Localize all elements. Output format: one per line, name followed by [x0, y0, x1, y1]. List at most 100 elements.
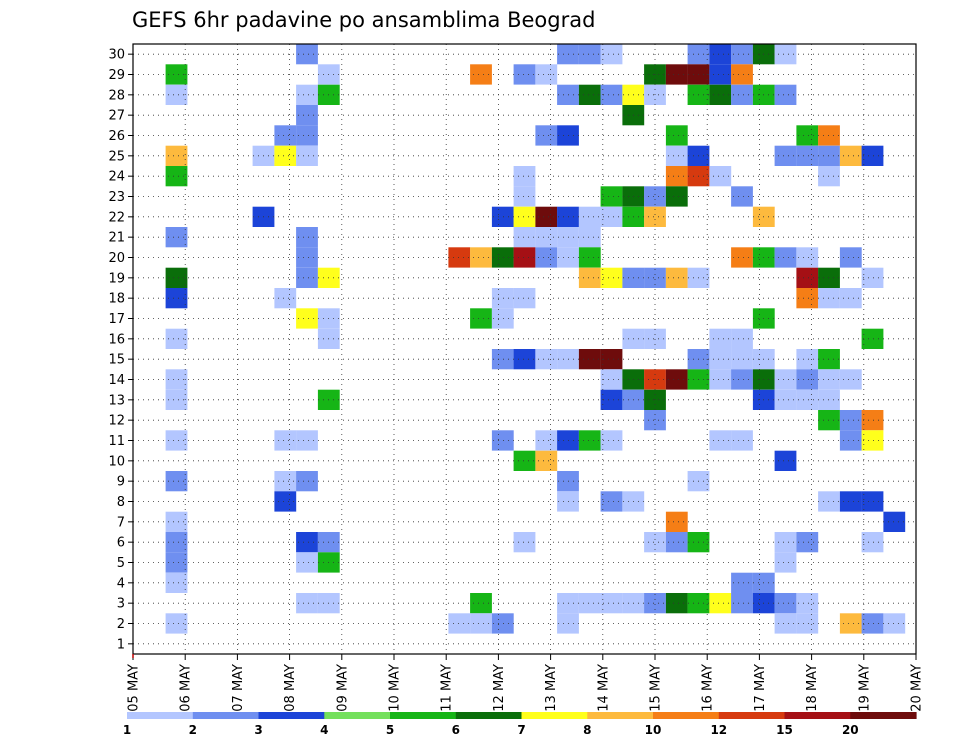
- data-cell: [861, 491, 884, 512]
- data-cell: [774, 369, 797, 390]
- x-axis: 05 MAY 06 MAY 07 MAY 08 MAY 09 MAY 10 MAY 11 M…: [127, 654, 925, 712]
- data-cell: [165, 288, 188, 309]
- data-cell: [470, 247, 492, 268]
- data-cell: [709, 84, 732, 105]
- x-tick-label: 09 MAY: [335, 664, 350, 712]
- data-cell: [774, 44, 797, 65]
- data-cell: [578, 267, 601, 288]
- data-cell: [665, 125, 688, 146]
- data-cell: [513, 206, 536, 227]
- data-cell: [491, 288, 514, 309]
- data-cell: [665, 593, 688, 614]
- data-cell: [644, 186, 666, 207]
- x-tick-label: 13 MAY: [544, 664, 559, 712]
- y-tick-label: 18: [108, 292, 125, 307]
- x-tick-label: 14 MAY: [596, 664, 611, 712]
- data-cell: [296, 227, 318, 248]
- chart-title: GEFS 6hr padavine po ansamblima Beograd: [132, 8, 595, 32]
- x-tick-label: 20 MAY: [910, 664, 925, 712]
- data-cell: [796, 349, 819, 370]
- x-tick-label: 08 MAY: [283, 664, 298, 712]
- data-cell: [491, 247, 514, 268]
- x-tick-label: 19 MAY: [857, 664, 872, 712]
- data-cell: [296, 247, 318, 268]
- data-cell: [644, 267, 666, 288]
- y-tick-label: 21: [108, 231, 125, 246]
- data-cell: [774, 593, 797, 614]
- colorbar-segment: [653, 712, 720, 719]
- data-cell: [578, 247, 601, 268]
- data-cell: [796, 267, 819, 288]
- x-tick-label: 07 MAY: [231, 664, 246, 712]
- y-tick-label: 6: [117, 536, 125, 551]
- data-cell: [774, 613, 797, 634]
- data-cell: [600, 44, 623, 65]
- x-tick-label: 15 MAY: [649, 664, 664, 712]
- data-cell: [513, 186, 536, 207]
- data-cell: [535, 450, 558, 471]
- y-tick-label: 29: [108, 68, 125, 83]
- data-cell: [731, 328, 753, 349]
- data-cell: [709, 369, 732, 390]
- y-tick-label: 28: [108, 88, 125, 103]
- colorbar-segment: [587, 712, 654, 719]
- data-cell: [165, 267, 188, 288]
- data-cell: [665, 267, 688, 288]
- colorbar-tick-label: 3: [254, 723, 262, 737]
- y-tick-label: 3: [117, 597, 125, 612]
- y-tick-label: 10: [108, 454, 125, 469]
- y-tick-label: 15: [108, 353, 125, 368]
- data-cell: [796, 613, 819, 634]
- data-cell: [796, 145, 819, 166]
- x-tick-label: 06 MAY: [179, 664, 194, 712]
- data-cell: [274, 471, 297, 492]
- colorbar-segment: [127, 712, 194, 719]
- data-cell: [578, 227, 601, 248]
- data-cell: [709, 44, 732, 65]
- y-tick-label: 5: [117, 556, 125, 571]
- data-cell: [709, 593, 732, 614]
- colorbar-tick-label: 2: [189, 723, 197, 737]
- data-cell: [665, 145, 688, 166]
- data-cell: [731, 64, 753, 85]
- colorbar-segment: [521, 712, 588, 719]
- data-cell: [774, 450, 797, 471]
- y-tick-label: 30: [108, 48, 125, 63]
- data-cell: [165, 613, 188, 634]
- data-cells: [165, 44, 906, 634]
- data-cell: [296, 532, 318, 553]
- data-cell: [535, 227, 558, 248]
- y-tick-label: 12: [108, 414, 125, 429]
- data-cell: [861, 267, 884, 288]
- data-cell: [796, 288, 819, 309]
- data-cell: [165, 227, 188, 248]
- data-cell: [165, 511, 188, 532]
- data-cell: [600, 593, 623, 614]
- data-cell: [491, 308, 514, 329]
- y-tick-label: 19: [108, 271, 125, 286]
- data-cell: [535, 430, 558, 451]
- data-cell: [600, 491, 623, 512]
- data-cell: [665, 369, 688, 390]
- data-cell: [274, 288, 297, 309]
- data-cell: [731, 247, 753, 268]
- data-cell: [839, 491, 862, 512]
- y-tick-label: 13: [108, 393, 125, 408]
- data-cell: [839, 247, 862, 268]
- data-cell: [296, 471, 318, 492]
- data-cell: [644, 532, 666, 553]
- y-tick-label: 8: [117, 495, 125, 510]
- data-cell: [861, 328, 884, 349]
- colorbar-tick-label: 10: [645, 723, 662, 737]
- data-cell: [165, 369, 188, 390]
- data-cell: [839, 613, 862, 634]
- y-tick-label: 1: [117, 637, 125, 652]
- y-tick-label: 22: [108, 210, 125, 225]
- data-cell: [513, 349, 536, 370]
- y-tick-label: 26: [108, 129, 125, 144]
- data-cell: [774, 389, 797, 410]
- data-cell: [774, 247, 797, 268]
- data-cell: [296, 44, 318, 65]
- data-cell: [709, 166, 732, 187]
- colorbar-segment: [784, 712, 851, 719]
